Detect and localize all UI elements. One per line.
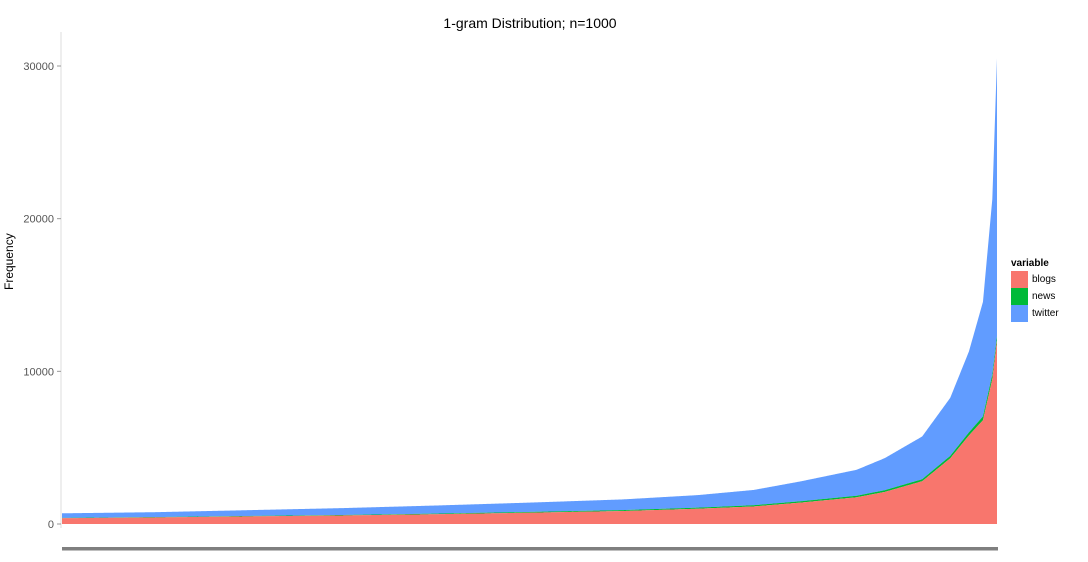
legend-key-news xyxy=(1011,288,1028,305)
legend-label-blogs: blogs xyxy=(1032,274,1056,285)
chart-areas xyxy=(62,58,997,524)
y-tick-label: 10000 xyxy=(23,366,54,378)
legend: variable blogs news twitter xyxy=(1011,258,1059,322)
y-axis-ticks: 0 10000 20000 30000 xyxy=(23,61,61,531)
legend-key-blogs xyxy=(1011,271,1028,288)
legend-key-twitter xyxy=(1011,305,1028,322)
y-tick-label: 0 xyxy=(48,519,54,531)
chart-title: 1-gram Distribution; n=1000 xyxy=(443,15,617,31)
area-twitter xyxy=(62,58,997,518)
y-tick-label: 20000 xyxy=(23,214,54,226)
legend-label-news: news xyxy=(1032,291,1056,302)
y-tick-label: 30000 xyxy=(23,61,54,73)
legend-label-twitter: twitter xyxy=(1032,308,1059,319)
legend-item-twitter: twitter xyxy=(1011,305,1059,322)
legend-title: variable xyxy=(1011,258,1049,269)
area-blogs xyxy=(62,340,997,524)
x-axis-bar xyxy=(62,547,998,551)
legend-item-news: news xyxy=(1011,288,1059,305)
legend-item-blogs: blogs xyxy=(1011,271,1059,288)
